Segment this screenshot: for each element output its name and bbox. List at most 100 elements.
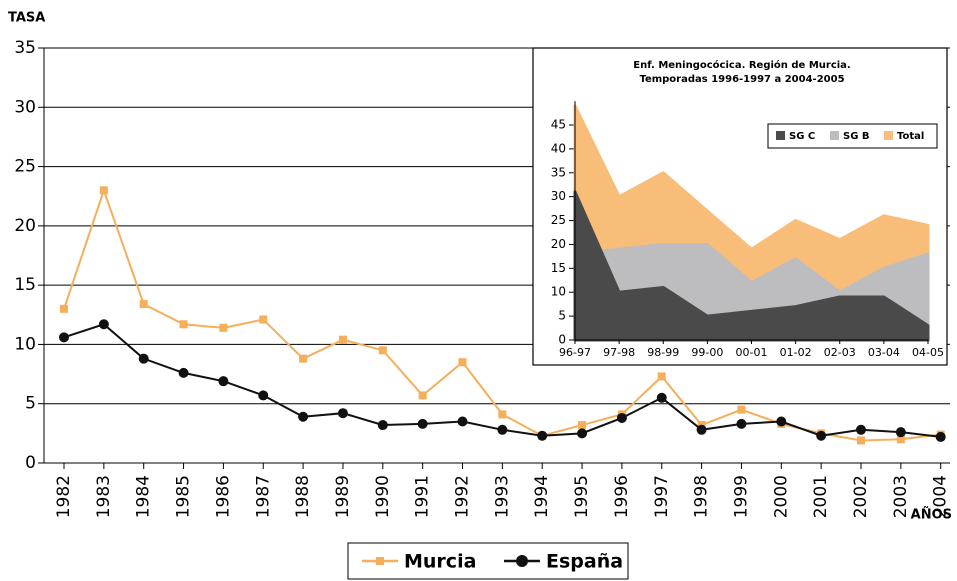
- x-tick-label: 1983: [94, 475, 114, 518]
- x-tick-label: 1998: [692, 475, 712, 518]
- inset-legend-swatch: [776, 131, 785, 140]
- marker: [457, 416, 468, 427]
- inset-y-tick-label: 45: [551, 118, 566, 132]
- legend-label: Murcia: [404, 551, 476, 573]
- x-tick-label: 1990: [373, 475, 393, 518]
- marker: [537, 430, 548, 441]
- inset-x-tick-label: 03-04: [868, 346, 900, 359]
- marker: [218, 376, 229, 387]
- inset-x-tick-label: 98-99: [647, 346, 679, 359]
- inset-legend-label: Total: [897, 131, 924, 142]
- x-tick-label: 2004: [931, 475, 951, 518]
- x-tick-label: 1986: [213, 475, 233, 518]
- marker: [259, 315, 268, 324]
- x-tick-label: 1987: [253, 475, 273, 518]
- inset-y-tick-label: 40: [551, 141, 566, 155]
- inset-x-tick-label: 97-98: [603, 346, 635, 359]
- marker: [299, 354, 308, 363]
- x-tick-label: 1994: [532, 475, 552, 518]
- x-tick-label: 2002: [851, 475, 871, 518]
- marker: [656, 392, 667, 403]
- inset-legend-label: SG C: [789, 131, 815, 142]
- marker: [856, 424, 866, 435]
- marker: [896, 435, 905, 444]
- inset-y-tick-label: 15: [551, 261, 566, 275]
- x-tick-label: 1999: [731, 475, 751, 518]
- inset-y-tick-label: 25: [551, 213, 566, 227]
- inset-legend-swatch: [830, 131, 839, 140]
- x-tick-label: 1989: [333, 475, 353, 518]
- marker: [417, 418, 428, 429]
- inset-x-tick-label: 04-05: [912, 346, 944, 359]
- marker: [895, 427, 906, 438]
- marker: [657, 372, 666, 381]
- marker: [935, 431, 946, 442]
- x-tick-label: 1991: [413, 475, 433, 518]
- y-tick-label: 25: [14, 157, 36, 177]
- marker: [139, 300, 148, 309]
- marker: [736, 418, 747, 429]
- y-tick-label: 20: [14, 216, 36, 236]
- marker: [497, 424, 508, 435]
- y-tick-label: 5: [25, 394, 36, 414]
- marker: [338, 335, 347, 344]
- y-tick-label: 0: [25, 453, 36, 473]
- inset-title: Enf. Meningocócica. Región de Murcia.: [633, 59, 850, 71]
- x-tick-label: 2000: [771, 475, 791, 518]
- marker: [138, 353, 149, 364]
- inset-legend-box: [767, 123, 938, 149]
- marker: [258, 390, 269, 401]
- x-tick-label: 1992: [453, 475, 473, 518]
- marker: [816, 430, 827, 441]
- marker: [577, 428, 588, 439]
- x-tick-label: 1997: [652, 475, 672, 518]
- marker: [578, 421, 587, 430]
- marker: [59, 332, 69, 343]
- inset-x-tick-label: 01-02: [780, 346, 812, 359]
- inset-y-tick-label: 10: [551, 285, 566, 299]
- y-tick-label: 30: [14, 97, 36, 117]
- inset-y-tick-label: 20: [551, 237, 566, 251]
- marker: [458, 358, 467, 367]
- marker: [696, 424, 707, 435]
- inset-y-tick-label: 0: [558, 333, 566, 347]
- marker: [298, 411, 309, 422]
- inset-subtitle: Temporadas 1996-1997 a 2004-2005: [639, 74, 844, 85]
- marker: [178, 367, 189, 378]
- y-axis-label: TASA: [8, 11, 45, 26]
- x-tick-label: 1996: [612, 475, 632, 518]
- inset-legend-label: SG B: [843, 131, 870, 142]
- marker: [857, 436, 865, 445]
- inset-y-tick-label: 35: [551, 165, 566, 179]
- marker: [219, 323, 228, 332]
- inset-x-tick-label: 96-97: [559, 346, 591, 359]
- marker: [60, 304, 68, 313]
- y-tick-label: 35: [14, 38, 36, 58]
- legend-marker: [516, 555, 528, 567]
- inset-x-tick-label: 02-03: [824, 346, 856, 359]
- inset-y-tick-label: 30: [551, 189, 566, 203]
- marker: [377, 420, 388, 431]
- inset-x-tick-label: 99-00: [691, 346, 723, 359]
- inset-x-tick-label: 00-01: [736, 346, 768, 359]
- marker: [498, 410, 507, 419]
- legend-label: España: [546, 551, 623, 573]
- marker: [99, 186, 108, 195]
- x-tick-label: 1995: [572, 475, 592, 518]
- legend-marker: [376, 557, 384, 565]
- marker: [98, 319, 109, 330]
- marker: [616, 412, 627, 423]
- area: [573, 190, 930, 342]
- marker: [418, 391, 427, 400]
- x-tick-label: 1982: [54, 475, 74, 518]
- x-tick-label: 1985: [174, 475, 194, 518]
- inset-y-tick-label: 5: [558, 309, 566, 323]
- x-tick-label: 1984: [134, 475, 154, 518]
- x-tick-label: 2001: [811, 475, 831, 518]
- x-tick-label: 1988: [293, 475, 313, 518]
- marker: [776, 416, 787, 427]
- marker: [378, 346, 387, 355]
- marker: [337, 408, 348, 419]
- y-tick-label: 10: [14, 334, 36, 354]
